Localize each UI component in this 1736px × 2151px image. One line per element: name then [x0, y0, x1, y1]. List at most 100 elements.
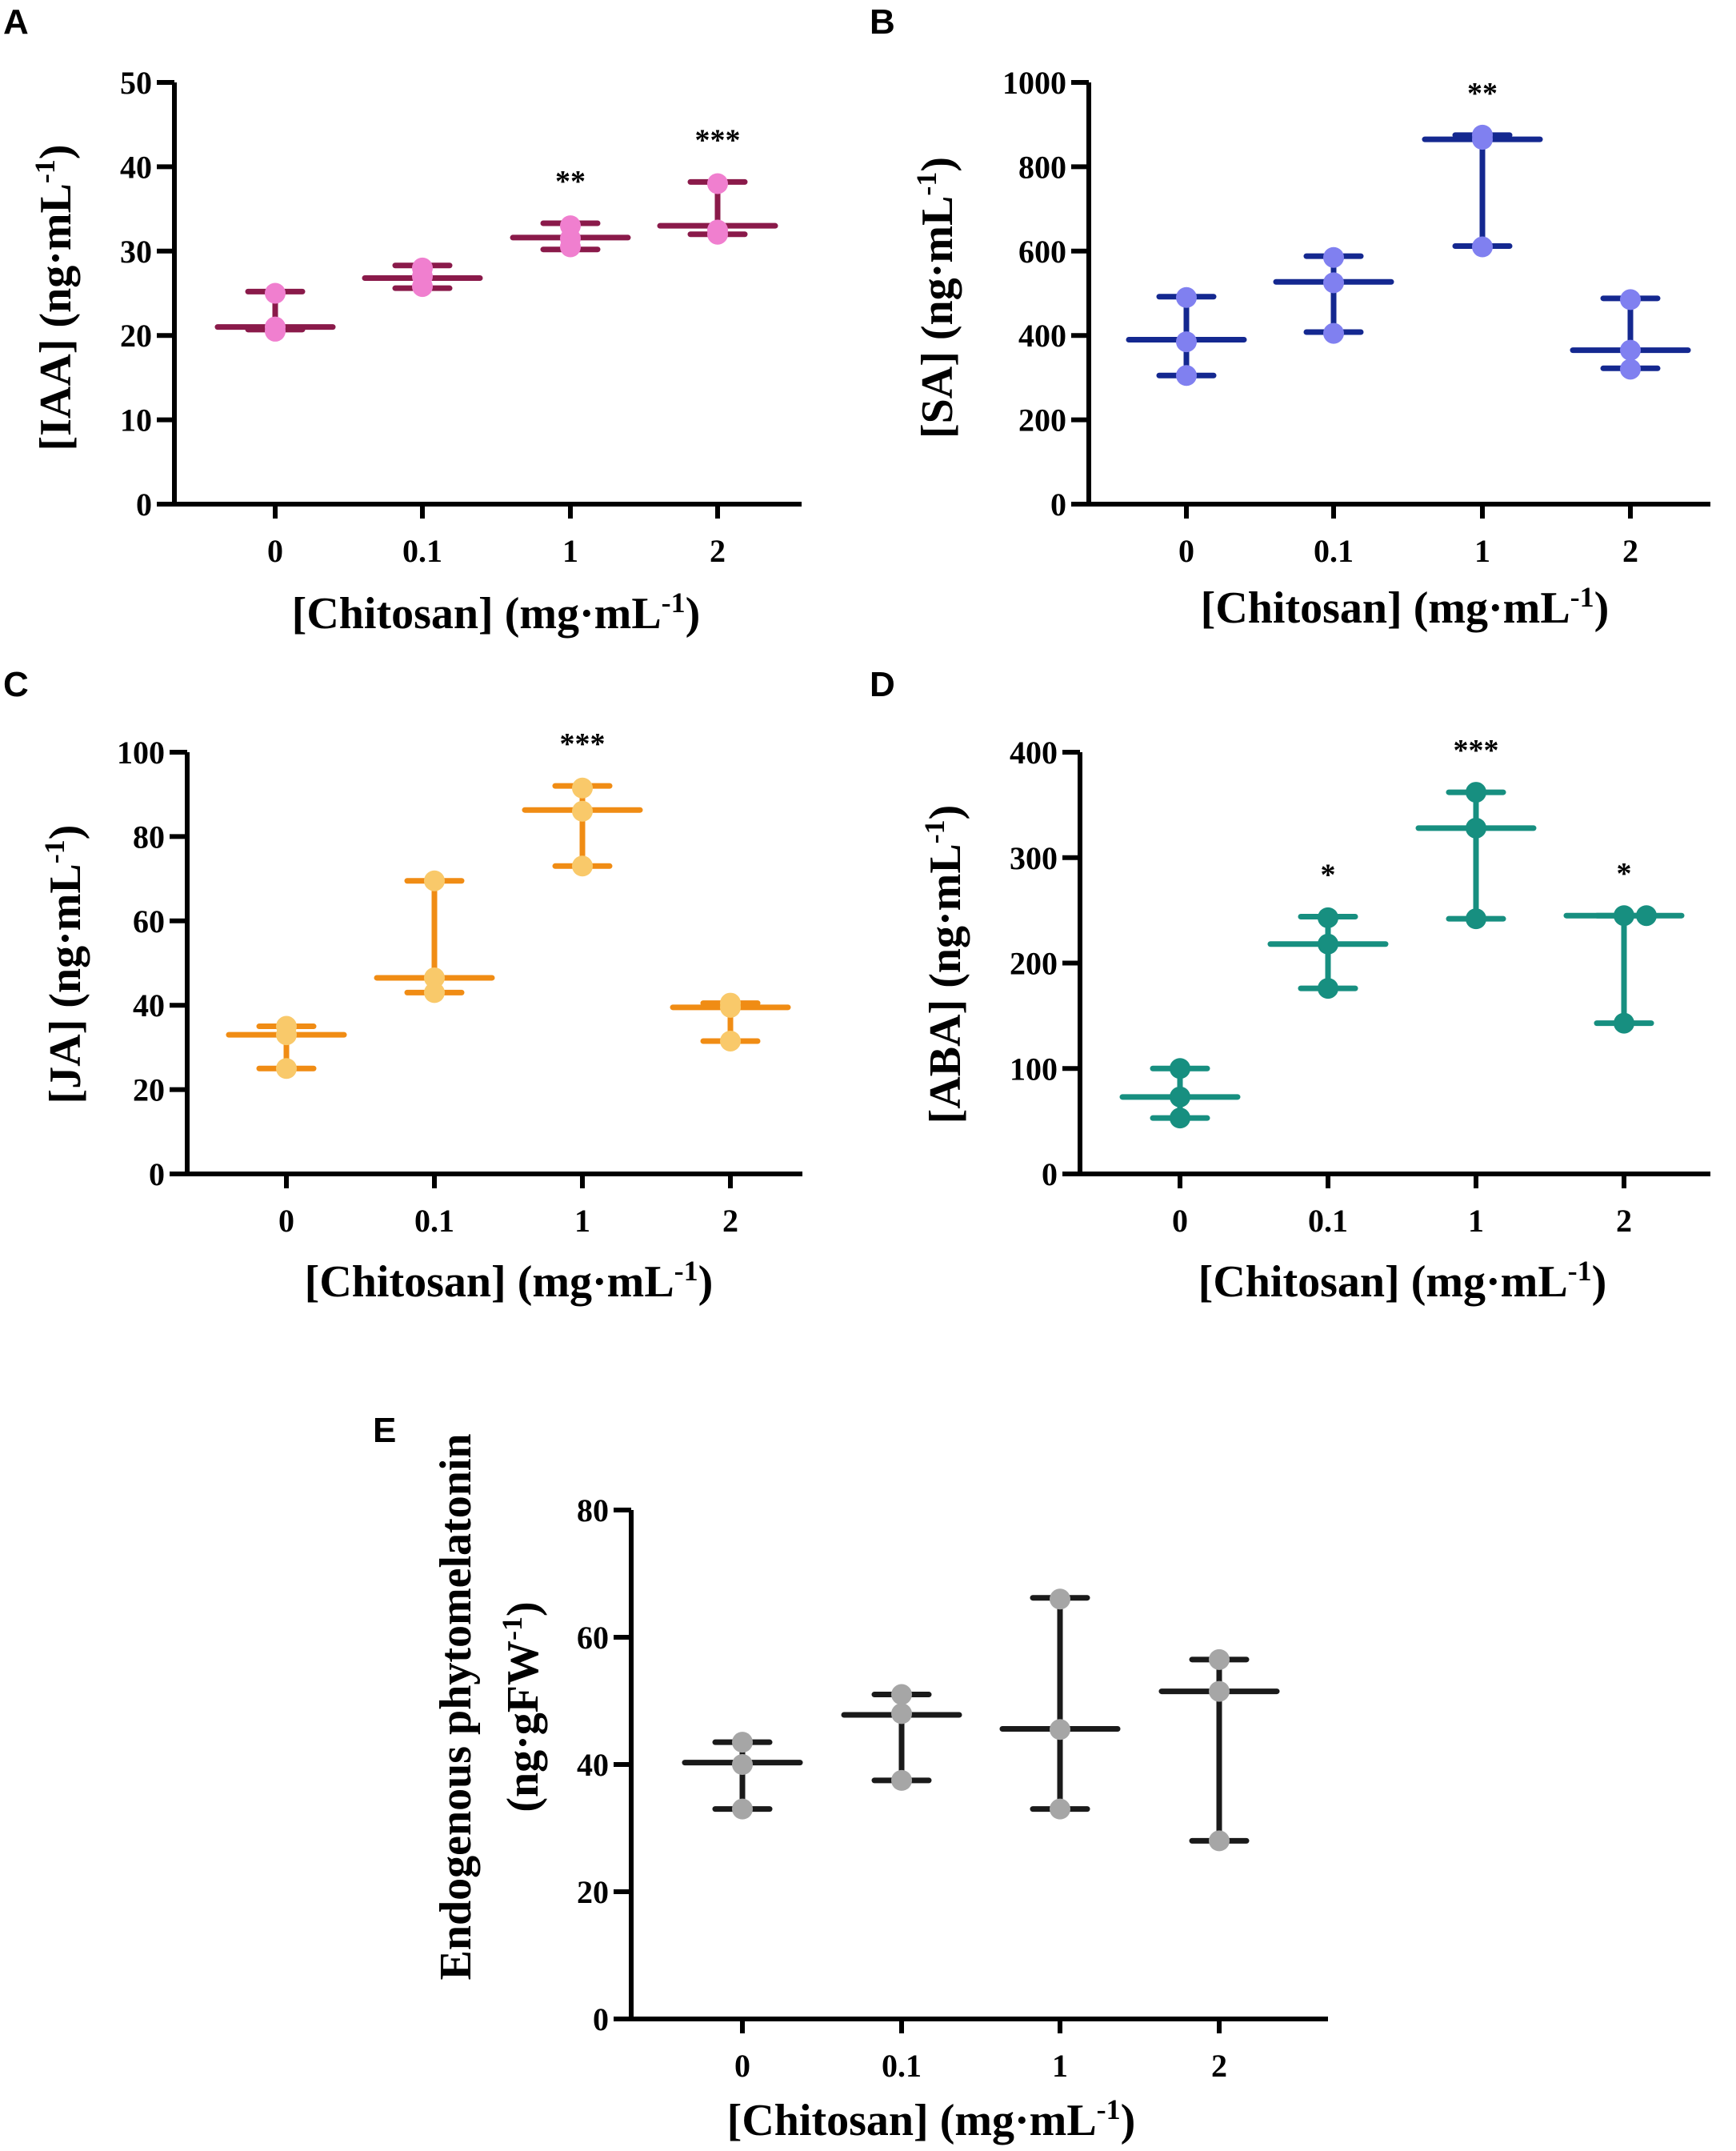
- data-point: [1318, 933, 1338, 955]
- group-1: **: [510, 165, 631, 258]
- x-tick-label: 1: [562, 533, 578, 569]
- significance-label: ***: [695, 123, 741, 157]
- significance-label: ***: [1454, 734, 1499, 767]
- significance-label: *: [1617, 857, 1632, 891]
- data-point: [1209, 1680, 1230, 1702]
- x-tick-label: 0.1: [1308, 1203, 1348, 1239]
- y-tick-label: 600: [1018, 234, 1066, 270]
- x-tick-label: 0: [278, 1203, 294, 1239]
- y-tick-label: 20: [133, 1072, 165, 1108]
- group-0: [214, 282, 336, 342]
- x-tick-label: 2: [1211, 2048, 1227, 2084]
- y-axis-title-a: [IAA] (ng·mL-1): [29, 144, 81, 451]
- panel-e: E 0 20 40 60 80 0 0.1 1 2 Endogenous phytomelato…: [373, 1411, 1328, 2145]
- data-point: [720, 996, 741, 1018]
- data-point: [732, 1798, 753, 1820]
- data-point: [1176, 365, 1197, 387]
- group-1: [999, 1588, 1121, 1820]
- data-point: [732, 1732, 753, 1753]
- data-point: [1620, 289, 1641, 310]
- data-point: [265, 282, 286, 304]
- y-axis-title-b: [SA] (ng·mL-1): [910, 157, 962, 439]
- y-tick-label: 0: [1042, 1156, 1058, 1192]
- group-0: [1119, 1058, 1241, 1129]
- data-point: [891, 1684, 912, 1705]
- data-point: [1466, 817, 1486, 839]
- y-tick-label: 200: [1018, 403, 1066, 439]
- data-point: [265, 320, 286, 342]
- data-point: [1614, 1012, 1634, 1034]
- y-tick-label: 100: [117, 735, 165, 771]
- panel-letter-d: D: [870, 665, 895, 704]
- data-point: [1472, 129, 1493, 150]
- group-2: [1570, 289, 1691, 380]
- y-tick-label: 40: [120, 149, 152, 185]
- data-point: [276, 1058, 297, 1080]
- data-point: [276, 1024, 297, 1046]
- significance-label: **: [555, 165, 586, 198]
- data-point: [1318, 978, 1338, 999]
- y-tick-label: 40: [577, 1747, 609, 1783]
- data-point: [1050, 1719, 1070, 1740]
- data-point: [412, 276, 433, 298]
- data-point: [424, 967, 445, 988]
- y-axis-title-d: [ABA] (ng·mL-1): [918, 805, 970, 1124]
- y-tick-label: 400: [1010, 735, 1058, 771]
- data-point: [1472, 236, 1493, 258]
- panel-letter-e: E: [373, 1411, 396, 1450]
- y-tick-label: 80: [577, 1492, 609, 1528]
- panel-letter-b: B: [870, 2, 895, 42]
- y-tick-label: 40: [133, 987, 165, 1023]
- group-0.1: [362, 257, 483, 298]
- group-2: [1158, 1648, 1280, 1852]
- data-point: [1170, 1108, 1190, 1129]
- group-0.1: [1273, 246, 1394, 344]
- data-point: [1170, 1058, 1190, 1080]
- y-tick-label: 30: [120, 234, 152, 270]
- x-tick-label: 1: [1474, 533, 1490, 569]
- data-point: [1318, 907, 1338, 928]
- group-0: [682, 1732, 803, 1820]
- x-axis-title-b: [Chitosan] (mg·mL-1): [1201, 581, 1610, 633]
- data-point: [1176, 331, 1197, 353]
- y-tick-label: 100: [1010, 1051, 1058, 1087]
- data-point: [707, 173, 728, 194]
- y-tick-label: 1000: [1002, 65, 1066, 101]
- significance-label: *: [1321, 859, 1336, 892]
- panel-c: C 0 20 40 60 80 100 0 0.1 1 2 *** [JA] (ng·mL-1) […: [3, 665, 802, 1307]
- x-tick-label: 2: [1616, 1203, 1632, 1239]
- group-2: [670, 992, 791, 1051]
- group-0.1: [841, 1684, 962, 1791]
- y-tick-label: 0: [136, 487, 152, 523]
- x-tick-label: 0: [1172, 1203, 1188, 1239]
- y-axis-title-e-line2: (ng·gFW-1): [496, 1601, 548, 1812]
- x-tick-label: 2: [722, 1203, 738, 1239]
- data-point: [891, 1703, 912, 1724]
- panel-letter-a: A: [3, 2, 29, 42]
- data-point: [424, 982, 445, 1003]
- group-0: [226, 1015, 347, 1080]
- x-tick-label: 1: [574, 1203, 590, 1239]
- group-1: ***: [522, 727, 643, 877]
- data-point: [1050, 1588, 1070, 1610]
- y-tick-label: 50: [120, 65, 152, 101]
- data-point: [1466, 782, 1486, 803]
- data-point: [572, 800, 593, 822]
- y-tick-label: 20: [577, 1874, 609, 1910]
- y-tick-label: 60: [577, 1620, 609, 1656]
- panel-letter-c: C: [3, 665, 29, 704]
- x-tick-label: 1: [1052, 2048, 1068, 2084]
- group-0.1: [374, 870, 495, 1003]
- y-axis-title-c: [JA] (ng·mL-1): [38, 825, 90, 1104]
- y-tick-label: 300: [1010, 840, 1058, 876]
- y-tick-label: 0: [1050, 487, 1066, 523]
- data-point: [1614, 905, 1634, 927]
- data-point: [732, 1754, 753, 1775]
- data-point: [1323, 322, 1344, 344]
- data-point: [1050, 1798, 1070, 1820]
- x-axis-title-e: [Chitosan] (mg·mL-1): [727, 2093, 1136, 2145]
- data-point: [560, 236, 581, 258]
- data-point: [891, 1769, 912, 1791]
